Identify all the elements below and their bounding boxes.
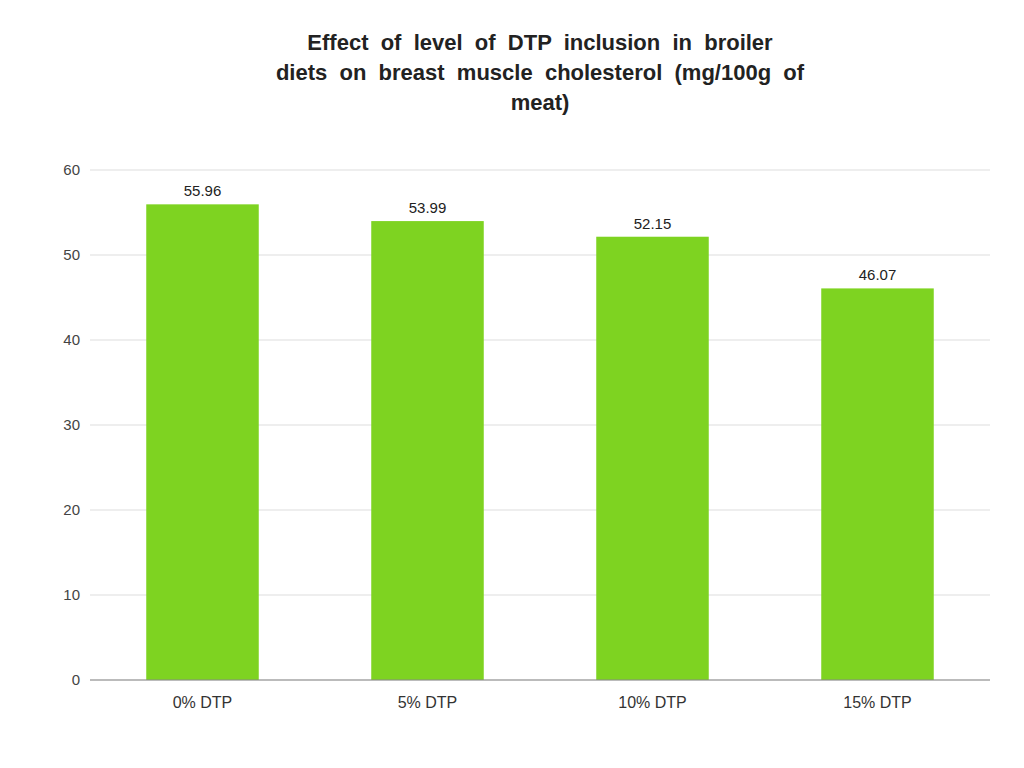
x-axis: 0% DTP 5% DTP 10% DTP 15% DTP <box>173 694 912 711</box>
data-label: 55.96 <box>184 182 222 199</box>
y-axis: 0 10 20 30 40 50 60 <box>63 161 80 688</box>
data-label: 52.15 <box>634 215 672 232</box>
bar <box>146 204 259 680</box>
y-tick-label: 40 <box>63 331 80 348</box>
data-label: 46.07 <box>859 266 897 283</box>
chart: Effect of level of DTP inclusion in broi… <box>0 0 1024 768</box>
x-tick-label: 5% DTP <box>398 694 458 711</box>
grid-line <box>90 680 990 681</box>
y-tick-label: 30 <box>63 416 80 433</box>
grid <box>90 170 990 680</box>
y-tick-label: 50 <box>63 246 80 263</box>
bars <box>146 204 934 680</box>
y-tick-label: 0 <box>72 671 80 688</box>
data-label: 53.99 <box>409 199 447 216</box>
bar <box>371 221 484 680</box>
x-tick-label: 10% DTP <box>618 694 686 711</box>
x-axis-line <box>90 680 990 681</box>
chart-container: Effect of level of DTP inclusion in broi… <box>0 0 1024 768</box>
data-labels: 55.96 53.99 52.15 46.07 <box>184 182 897 283</box>
y-tick-label: 10 <box>63 586 80 603</box>
page: {"chart_data": {"type": "bar", "title": … <box>0 0 1024 768</box>
title: Effect of level of DTP inclusion in broi… <box>276 30 805 115</box>
y-tick-label: 60 <box>63 161 80 178</box>
bar <box>821 288 934 680</box>
x-tick-label: 0% DTP <box>173 694 233 711</box>
y-tick-label: 20 <box>63 501 80 518</box>
grid-line <box>90 170 990 171</box>
bar <box>596 237 709 680</box>
x-tick-label: 15% DTP <box>843 694 911 711</box>
